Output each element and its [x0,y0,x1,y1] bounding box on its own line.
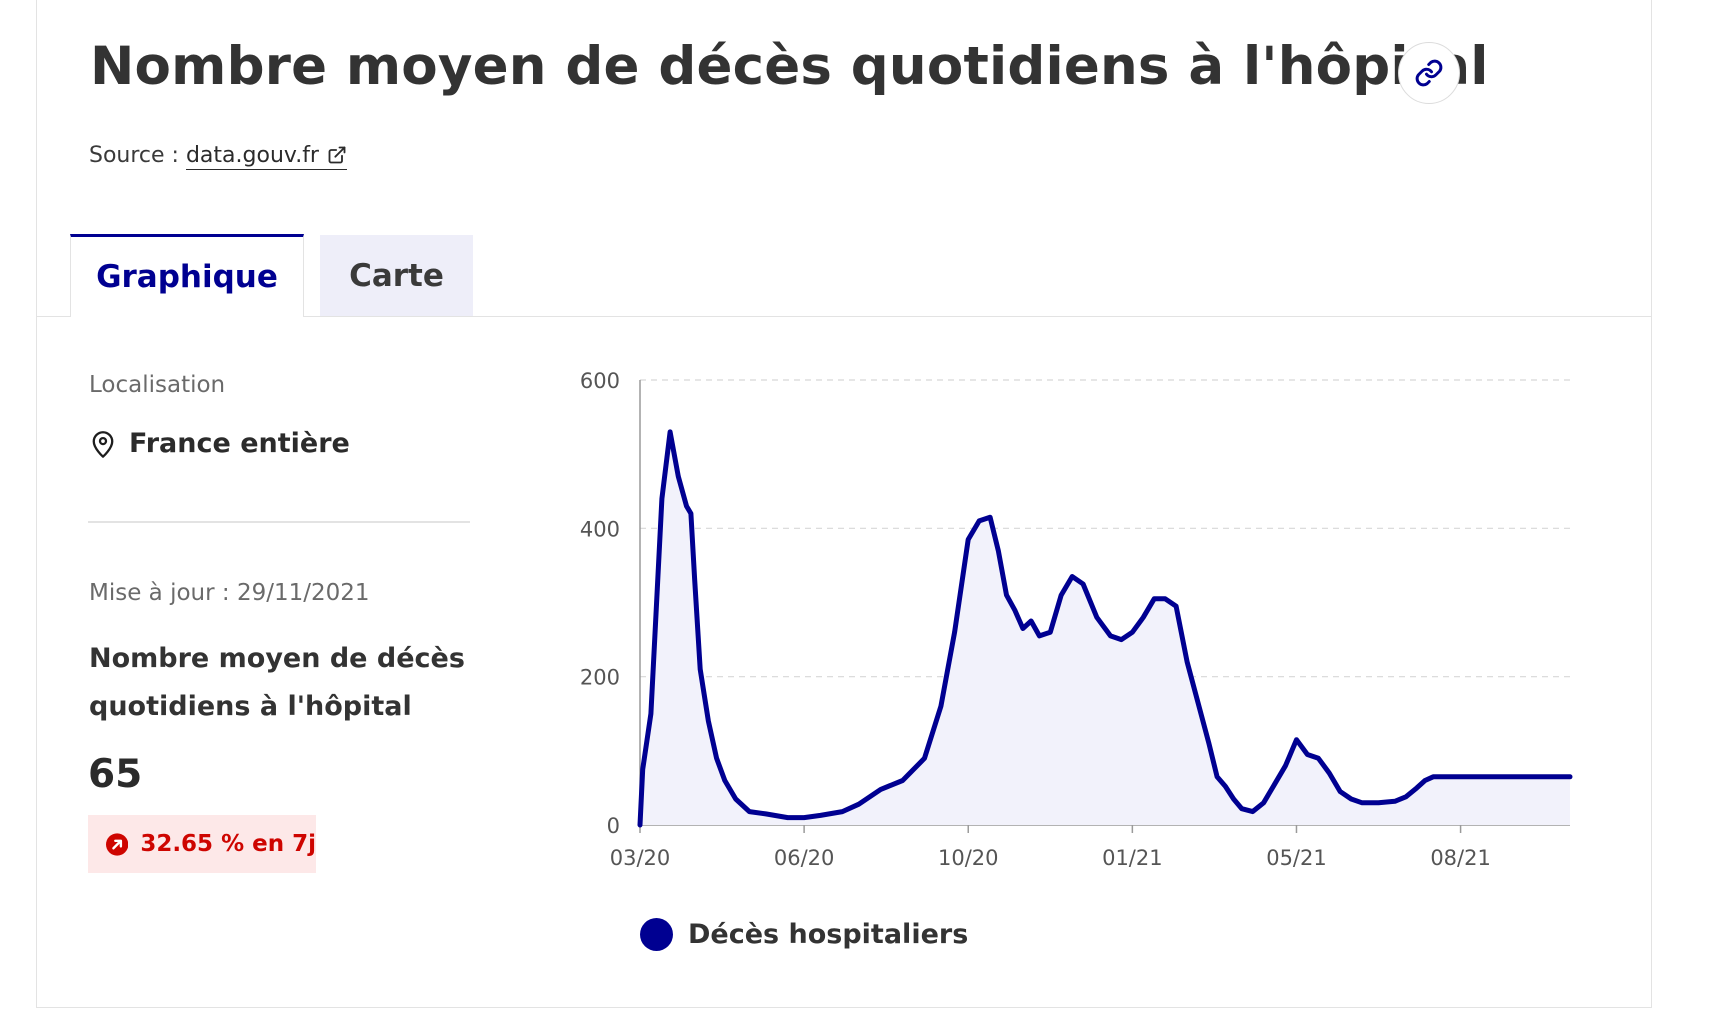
x-tick-label: 10/20 [938,846,999,870]
y-tick-label: 200 [580,666,620,690]
y-tick-label: 400 [580,517,620,541]
update-date: Mise à jour : 29/11/2021 [89,580,370,606]
location-selector[interactable]: France entière [89,428,350,459]
deaths-line-chart: 0 200 400 600 03/20 06/20 10/20 01/21 05/21 08/21 [580,369,1573,870]
sidebar-divider [88,521,470,523]
series-line-deces-hospitaliers [637,429,1573,828]
chart-legend: Décès hospitaliers [640,918,968,951]
copy-link-button[interactable] [1398,42,1460,104]
tabs-baseline [36,316,1652,317]
source-line: Source : data.gouv.fr [89,143,347,170]
y-tick-label: 0 [607,814,620,838]
external-link-icon [328,146,346,164]
indicator-value: 65 [88,752,143,797]
arrow-up-right-icon [106,832,129,856]
source-link[interactable]: data.gouv.fr [185,143,347,170]
x-tick-label: 03/20 [610,846,671,870]
source-link-label: data.gouv.fr [185,143,319,168]
location-value: France entière [129,428,350,459]
tab-graphique[interactable]: Graphique [70,234,304,317]
trend-badge: 32.65 % en 7j [88,815,316,873]
map-pin-icon [92,430,114,458]
legend-label: Décès hospitaliers [688,919,969,950]
link-icon [1415,59,1443,87]
x-tick-label: 08/21 [1430,846,1491,870]
x-tick-label: 01/21 [1102,846,1163,870]
legend-swatch [640,918,673,951]
page-title: Nombre moyen de décès quotidiens à l'hôp… [90,36,1489,97]
source-prefix: Source : [89,143,179,168]
location-label: Localisation [89,372,226,398]
indicator-title: Nombre moyen de décès quotidiens à l'hôp… [89,643,465,722]
tab-carte[interactable]: Carte [320,235,473,316]
x-tick-label: 06/20 [774,846,835,870]
y-tick-label: 600 [580,369,620,393]
x-tick-label: 05/21 [1266,846,1327,870]
trend-value: 32.65 % en 7j [140,831,316,857]
